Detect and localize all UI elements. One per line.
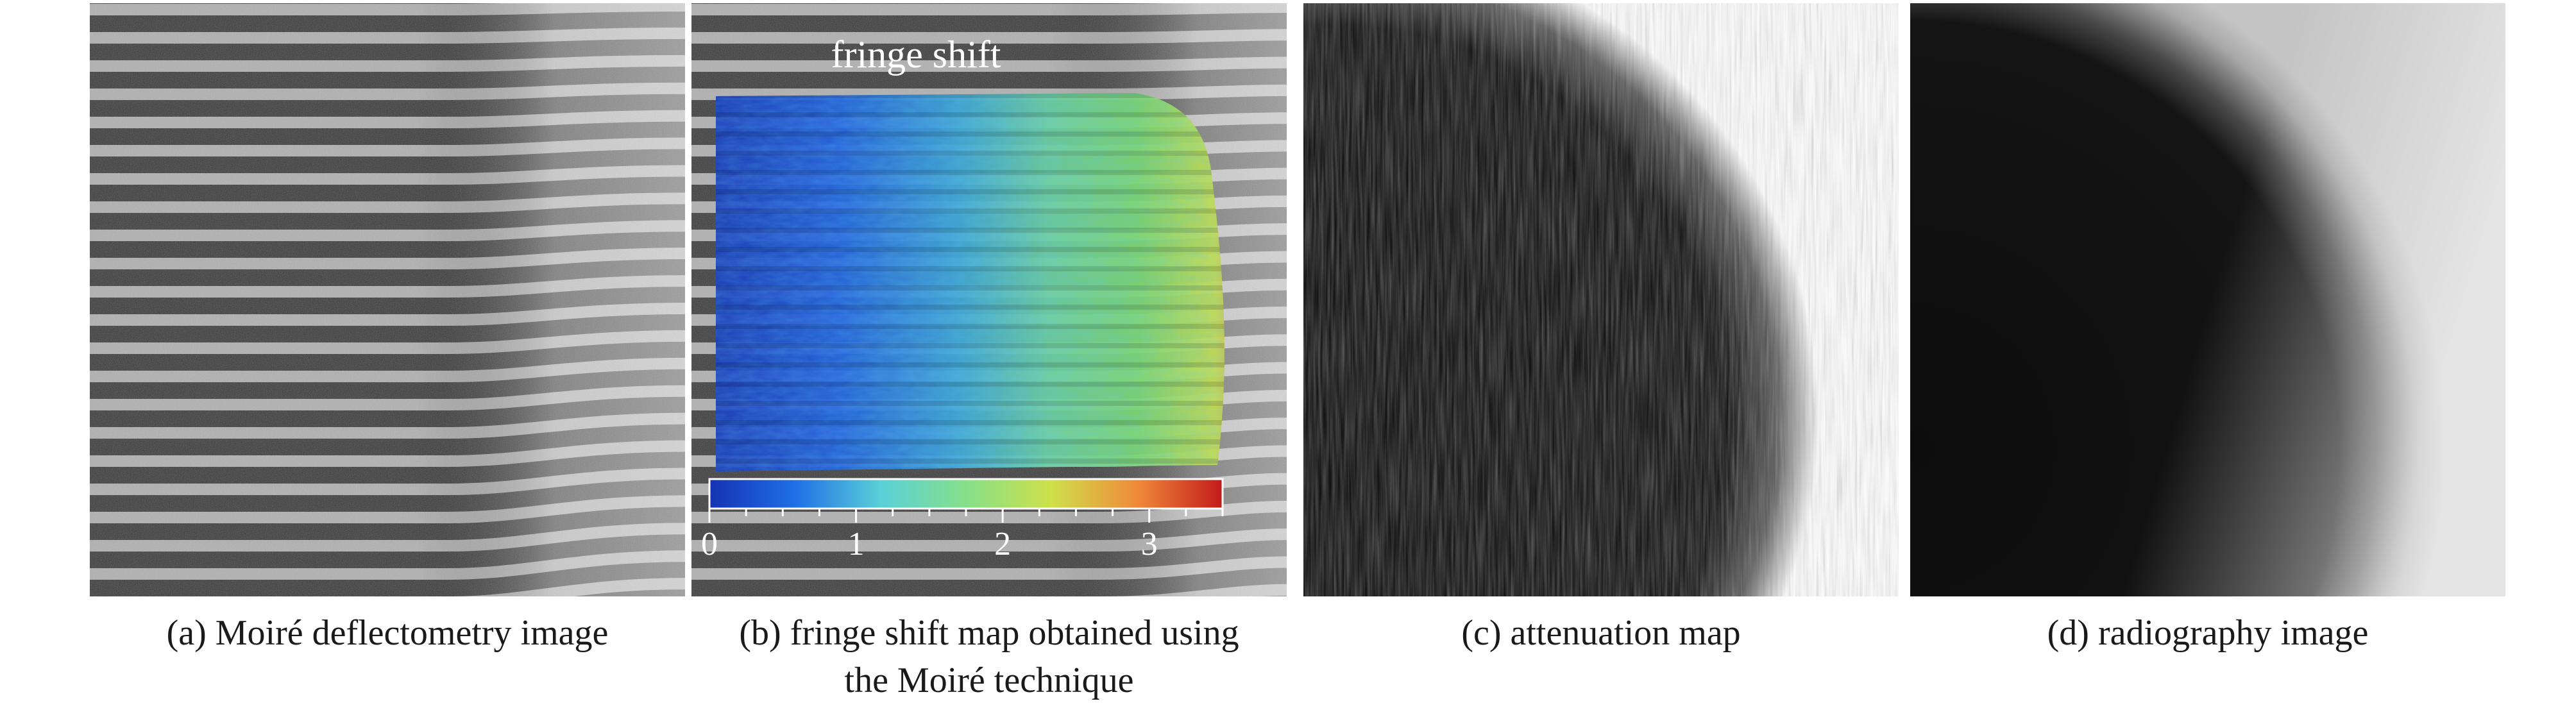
fringe-shift-colormap — [716, 93, 1224, 471]
map-stripe — [716, 439, 1224, 444]
map-stripe — [716, 324, 1224, 329]
map-stripe — [716, 228, 1224, 233]
map-stripe — [716, 131, 1224, 137]
fringe-shift-image: fringe shift 0 1 2 3 — [691, 3, 1287, 596]
map-stripe — [716, 170, 1224, 175]
overlay-title: fringe shift — [831, 33, 1001, 76]
colorbar-tick-label: 1 — [848, 526, 865, 562]
map-stripe — [716, 189, 1224, 194]
caption-c: (c) attenuation map — [1461, 613, 1741, 653]
caption-a: (a) Moiré deflectometry image — [166, 613, 609, 653]
map-stripe — [716, 420, 1224, 425]
map-stripe — [716, 343, 1224, 348]
map-stripe — [716, 382, 1224, 387]
map-stripe — [716, 151, 1224, 156]
colorbar: 0 1 2 3 — [701, 478, 1224, 562]
map-stripe — [716, 285, 1224, 291]
caption-d: (d) radiography image — [2047, 613, 2369, 653]
map-stripe — [716, 459, 1224, 464]
moire-fringe-image — [90, 3, 685, 596]
panel-c-attenuation-map — [1303, 3, 1899, 596]
map-stripe — [716, 247, 1224, 252]
map-stripe — [716, 93, 1224, 98]
map-stripe — [716, 401, 1224, 406]
colorbar-tick-label: 2 — [994, 526, 1011, 562]
radiography-image — [1910, 3, 2505, 596]
map-stripe — [716, 112, 1224, 117]
map-stripe — [716, 266, 1224, 271]
colorbar-gradient — [708, 478, 1224, 510]
attenuation-image — [1303, 3, 1899, 596]
map-stripe — [716, 362, 1224, 367]
panel-d-radiography-image — [1910, 3, 2505, 596]
panel-b-fringe-shift-map: fringe shift 0 1 2 3 — [691, 3, 1287, 596]
map-stripe — [716, 208, 1224, 214]
map-stripe — [716, 305, 1224, 310]
colorbar-tick-label: 0 — [701, 526, 718, 562]
caption-b: (b) fringe shift map obtained using the … — [739, 613, 1239, 700]
panel-a-moire-image — [90, 3, 685, 596]
colorbar-tick-label: 3 — [1141, 526, 1158, 562]
